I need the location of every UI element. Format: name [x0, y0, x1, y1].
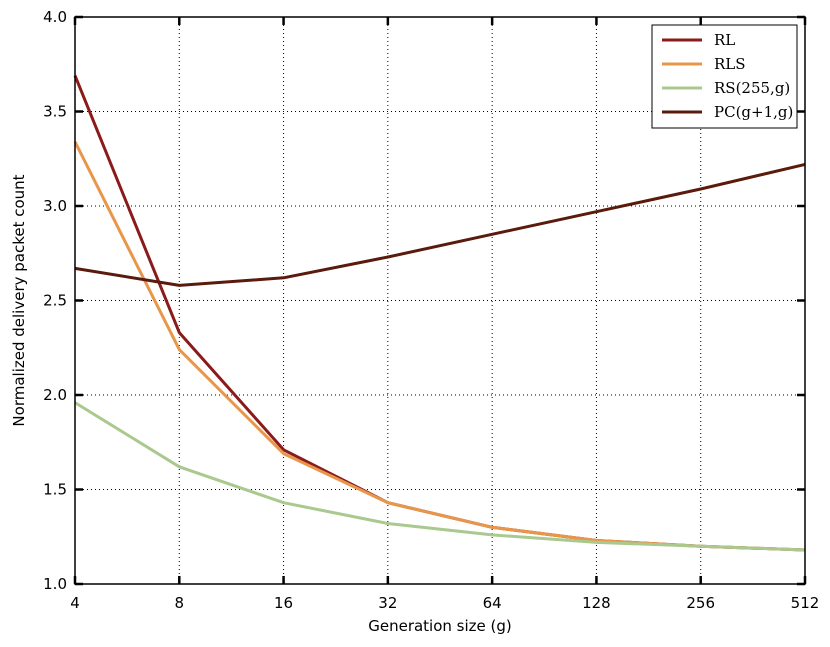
x-tick-label: 8: [175, 594, 185, 612]
legend: RL RLS RS(255,g) PC(g+1,g): [651, 24, 798, 129]
y-tick-label: 4.0: [43, 8, 67, 26]
y-tick-label: 1.5: [43, 481, 67, 499]
x-tick-label: 512: [791, 594, 820, 612]
axis-ticks: 4 8 16 32 64 128 256 512 1.0 1.5 2.0 2.5 3.0 3.5 4.0: [43, 8, 819, 612]
legend-label: RL: [714, 31, 735, 49]
series-line: [73, 141, 806, 552]
x-tick-label: 32: [378, 594, 397, 612]
y-tick-label: 3.0: [43, 197, 67, 215]
y-tick-label: 3.5: [43, 103, 67, 121]
series-lines: [73, 75, 806, 552]
y-tick-label: 2.0: [43, 386, 67, 404]
x-tick-label: 128: [582, 594, 611, 612]
series-line: [73, 75, 806, 552]
x-tick-label: 4: [70, 594, 80, 612]
y-tick-label: 2.5: [43, 292, 67, 310]
series-line: [74, 162, 806, 287]
y-tick-label: 1.0: [43, 575, 67, 593]
legend-label: RLS: [714, 55, 746, 73]
y-axis-title: Normalized delivery packet count: [10, 174, 28, 426]
x-tick-label: 64: [483, 594, 502, 612]
x-tick-label: 256: [686, 594, 715, 612]
x-tick-label: 16: [274, 594, 293, 612]
legend-label: RS(255,g): [714, 79, 790, 97]
x-axis-title: Generation size (g): [368, 617, 512, 635]
series-line: [74, 401, 806, 552]
legend-label: PC(g+1,g): [714, 103, 793, 121]
